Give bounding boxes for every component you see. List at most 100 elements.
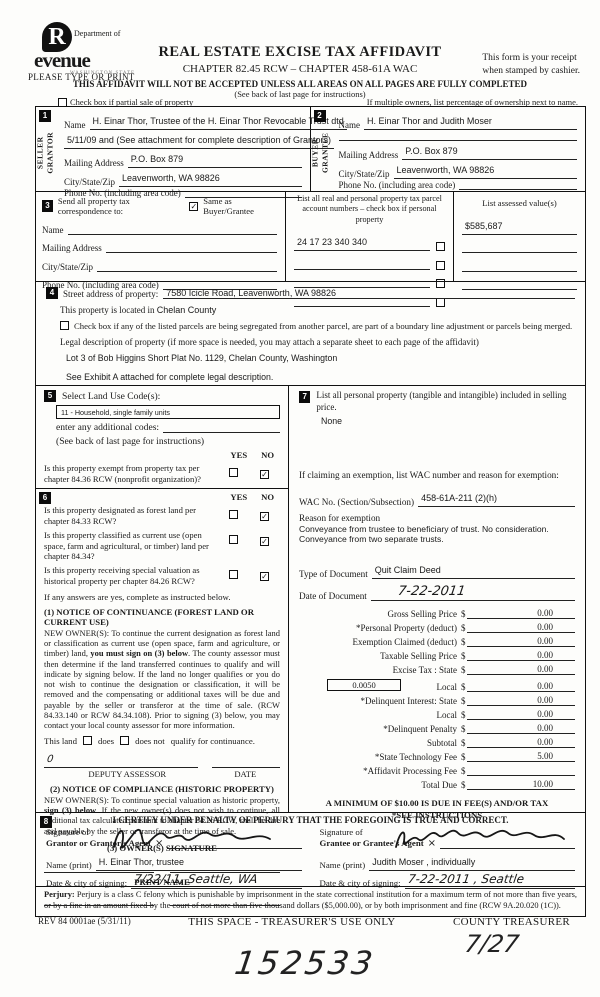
fee-table: Gross Selling Price $0.00 *Personal Prope… <box>299 605 575 791</box>
grantor-date-city-label: Date & city of signing: <box>46 878 128 888</box>
seller-city-field[interactable]: Leavenworth, WA 98826 <box>119 168 302 187</box>
grantor-signature-field[interactable] <box>167 838 302 849</box>
deputy-date-field[interactable] <box>212 749 280 768</box>
grantee-name-print-field[interactable]: Judith Moser , individually <box>369 852 575 871</box>
fee-field[interactable]: 0.00 <box>466 695 575 707</box>
exempt-yes-checkbox[interactable] <box>229 468 238 477</box>
grantee-signature-field[interactable] <box>440 838 575 849</box>
perjury-notice: Perjury: Perjury is a class C felony whi… <box>36 886 585 916</box>
fee-field[interactable]: 10.00 <box>466 779 575 791</box>
corr-name-field[interactable] <box>67 224 277 235</box>
grantor-x-mark: × <box>154 837 164 849</box>
corr-city-field[interactable] <box>97 261 277 272</box>
fee-field[interactable] <box>466 775 575 777</box>
exempt-no-checkbox[interactable]: ✓ <box>260 470 269 479</box>
fee-field[interactable]: 5.00 <box>466 751 575 763</box>
fee-field[interactable]: 0.00 <box>466 681 575 693</box>
fee-row-excise-local: 0.0050 Local $0.00 <box>299 675 575 693</box>
forest-no-checkbox[interactable]: ✓ <box>260 512 269 522</box>
parcel-field-1[interactable]: 24 17 23 340 340 <box>294 232 430 252</box>
parcel-2-personal-checkbox[interactable] <box>436 260 445 270</box>
fee-field[interactable]: 0.00 <box>466 709 575 721</box>
date-caption: DATE <box>234 768 257 779</box>
fee-field[interactable]: 0.00 <box>466 636 575 648</box>
historic-yes-checkbox[interactable] <box>229 570 238 580</box>
street-address-field[interactable]: 7580 Icicle Road, Leavenworth, WA 98826 <box>163 288 575 299</box>
grantor-name-print-field[interactable]: H. Einar Thor, trustee <box>95 852 302 871</box>
form-subtitle: CHAPTER 82.45 RCW – CHAPTER 458-61A WAC <box>182 63 418 75</box>
corr-mailing-label: Mailing Address <box>42 243 102 253</box>
land-use-code-select[interactable]: 11 - Household, single family units <box>56 405 280 419</box>
fee-value: 0.00 <box>537 650 553 661</box>
receipt-note-line2: when stamped by cashier. <box>482 65 580 76</box>
qualify-label: qualify for continuance. <box>170 735 255 746</box>
fee-label: *Personal Property (deduct) <box>356 623 457 634</box>
land-use-title: Select Land Use Code(s): <box>62 390 161 402</box>
buyer-phone-field[interactable] <box>459 179 577 190</box>
buyer-mailing-field[interactable]: P.O. Box 879 <box>402 141 577 160</box>
local-rate-box[interactable]: 0.0050 <box>327 679 401 692</box>
seller-mailing-value: P.O. Box 879 <box>130 154 184 164</box>
seller-name-field-2[interactable]: 5/11/09 and (See attachment for complete… <box>64 130 334 149</box>
notice-compliance-title: (2) NOTICE OF COMPLIANCE (HISTORIC PROPE… <box>50 783 274 794</box>
corr-mailing-field[interactable] <box>105 242 277 253</box>
parcel-1-personal-checkbox[interactable] <box>436 242 445 252</box>
current-yes-checkbox[interactable] <box>229 534 238 544</box>
owner-signature-field-1[interactable] <box>44 863 154 873</box>
buyer-side-label-1: BUYER <box>309 138 319 168</box>
reason-exemption-line2: Conveyance from two separate trusts. <box>299 534 444 545</box>
fee-field[interactable]: 0.00 <box>466 608 575 620</box>
logo-state-text: WASHINGTON STATE <box>70 70 136 76</box>
doc-date-field[interactable]: 7-22-2011 <box>370 582 575 602</box>
land-does-not-checkbox[interactable] <box>120 736 130 746</box>
current-use-question: Is this property classified as current u… <box>44 529 209 562</box>
seller-mailing-field[interactable]: P.O. Box 879 <box>127 149 302 168</box>
assessed-field-4[interactable] <box>462 279 577 290</box>
parcel-field-4[interactable] <box>294 296 430 307</box>
dollar-sign: $ <box>461 651 466 662</box>
same-as-buyer-checkbox[interactable]: ✓ <box>189 201 199 211</box>
forest-land-question: Is this property designated as forest la… <box>44 505 197 527</box>
assessed-field-2[interactable] <box>462 242 577 253</box>
fee-field[interactable]: 0.00 <box>466 650 575 662</box>
same-as-buyer-label: Same as Buyer/Grantee <box>203 196 254 216</box>
buyer-name-field[interactable]: H. Einar Thor and Judith Moser <box>364 111 577 130</box>
deputy-assessor-field[interactable]: 0 <box>44 749 199 768</box>
segregated-checkbox[interactable] <box>60 321 69 330</box>
fee-value: 0.00 <box>537 695 553 706</box>
reason-exemption-label: Reason for exemption <box>299 513 381 524</box>
print-name-field-1[interactable] <box>44 896 154 906</box>
grantor-date-city-field[interactable]: 7/22/11, Seattle, WA <box>131 870 302 889</box>
seller-phone-field[interactable] <box>184 187 302 198</box>
land-does-checkbox[interactable] <box>82 736 92 746</box>
grantee-date-city-field[interactable]: 7-22-2011 , Seattle <box>404 870 575 889</box>
wac-number-field[interactable]: 458-61A-211 (2)(h) <box>418 488 575 508</box>
seller-name-field[interactable]: H. Einar Thor, Trustee of the H. Einar T… <box>89 111 347 130</box>
additional-codes-field[interactable] <box>163 422 280 433</box>
current-no-checkbox[interactable]: ✓ <box>260 536 269 546</box>
fee-value: 0.00 <box>537 636 553 647</box>
additional-codes-label: enter any additional codes: <box>56 422 160 433</box>
please-type-note: PLEASE TYPE OR PRINT <box>28 72 135 82</box>
notice1-part-b: . The county assessor must then determin… <box>44 648 280 731</box>
doc-type-field[interactable]: Quit Claim Deed <box>371 560 575 580</box>
parcel-field-2[interactable] <box>294 259 430 270</box>
fee-row-delinq-int-state: *Delinquent Interest: State $0.00 <box>299 692 575 707</box>
forest-yes-checkbox[interactable] <box>229 510 238 520</box>
buyer-side-label-2: GRANTEE <box>319 132 329 174</box>
buyer-name-field-2[interactable] <box>338 130 577 141</box>
fee-field[interactable]: 0.00 <box>466 622 575 634</box>
assessed-field-3[interactable] <box>462 261 577 272</box>
assessed-field-1[interactable]: $585,687 <box>462 216 577 235</box>
buyer-city-field[interactable]: Leavenworth, WA 98826 <box>393 160 577 179</box>
parcel-3-personal-checkbox[interactable] <box>436 279 445 289</box>
historic-no-checkbox[interactable]: ✓ <box>260 572 269 582</box>
print-name-field-2[interactable] <box>170 896 280 906</box>
fee-field[interactable]: 0.00 <box>466 737 575 749</box>
parcel-field-3[interactable] <box>294 277 430 289</box>
continuance-section: 6 YES NO Is this property designated as … <box>36 488 288 906</box>
fee-field[interactable]: 0.00 <box>466 664 575 676</box>
owner-signature-field-2[interactable] <box>170 863 280 873</box>
corr-phone-field[interactable] <box>162 279 277 290</box>
fee-field[interactable]: 0.00 <box>466 723 575 735</box>
